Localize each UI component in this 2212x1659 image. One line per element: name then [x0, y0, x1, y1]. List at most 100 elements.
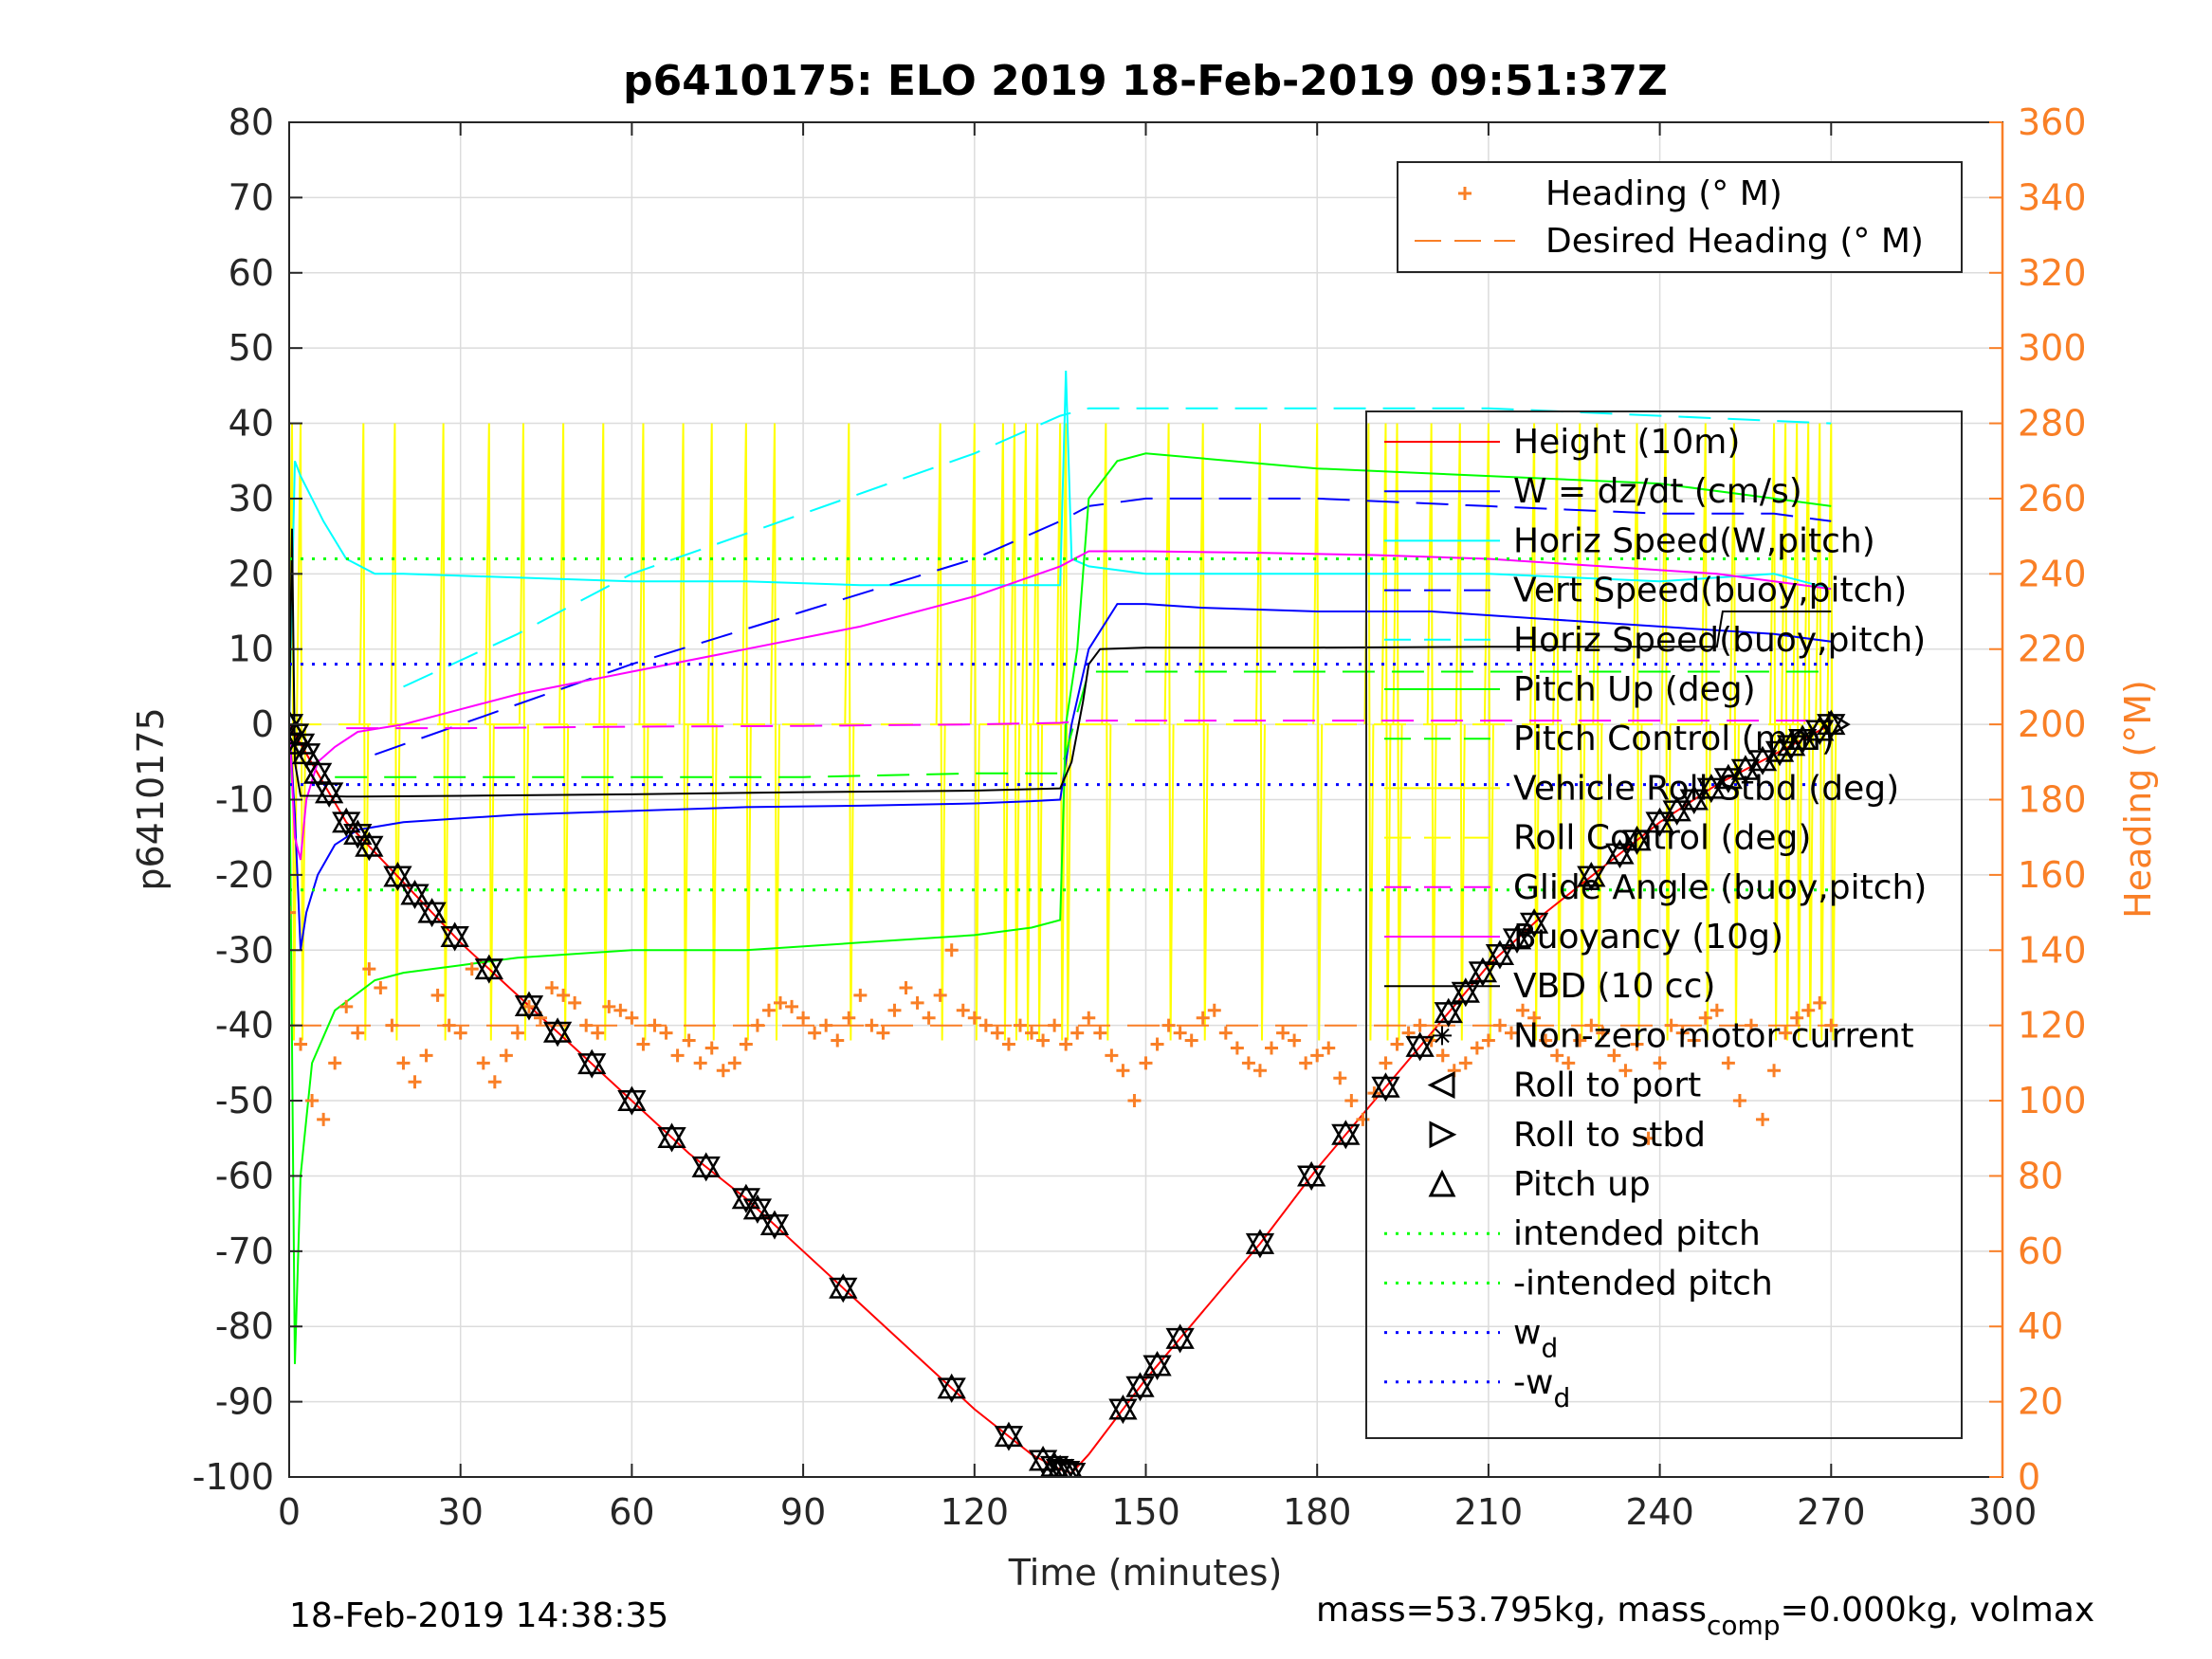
legend-heading: Heading (° M) Desired Heading (° M): [1397, 161, 1963, 273]
heading-point: [1756, 1112, 1770, 1126]
heading-point: [1767, 1064, 1782, 1078]
pitch-up-marker: [383, 861, 412, 887]
legend-marker: [1429, 1121, 1457, 1149]
y2-tick-label: 300: [2018, 327, 2087, 369]
heading-point: [1618, 1064, 1633, 1078]
heading-point: [351, 1026, 365, 1040]
y2-tick-label: 360: [2018, 101, 2087, 143]
x-tick-label: 0: [278, 1491, 301, 1533]
heading-point: [521, 999, 536, 1013]
heading-point: [1230, 1041, 1244, 1055]
heading-point: [317, 1112, 331, 1126]
heading-point: [1241, 1056, 1255, 1070]
heading-point: [1265, 1041, 1279, 1055]
legend-main-label: Buoyancy (10g): [1513, 918, 1783, 957]
heading-point: [1504, 1026, 1518, 1040]
legend-main-label: Pitch up: [1513, 1165, 1651, 1204]
heading-point: [613, 1003, 628, 1017]
legend-main-label: Vert Speed(buoy,pitch): [1513, 572, 1907, 611]
roll-spike: [1803, 423, 1815, 1041]
heading-point: [1607, 1048, 1621, 1063]
y2-tick-label: 180: [2018, 779, 2087, 821]
roll-spike: [1660, 423, 1672, 1041]
heading-point: [430, 988, 445, 1002]
motor-current-marker: [302, 762, 333, 789]
heading-point: [1744, 1018, 1758, 1032]
legend-main-label: Pitch Up (deg): [1513, 670, 1756, 709]
roll-spike: [1009, 423, 1020, 1041]
motor-current-marker: [417, 902, 447, 928]
motor-current-marker: [1605, 843, 1635, 869]
roll-spike: [1101, 423, 1112, 1041]
heading-point: [1082, 1011, 1096, 1025]
y-tick-label: 50: [229, 327, 274, 369]
legend-main-label: VBD (10 cc): [1513, 967, 1715, 1006]
motor-current-marker: [514, 995, 544, 1021]
y-tick-label: 30: [229, 478, 274, 520]
x-tick-label: 90: [780, 1491, 826, 1533]
motor-current-marker: [1143, 1355, 1172, 1381]
heading-point: [1196, 1011, 1210, 1025]
roll-spike: [558, 423, 570, 1041]
heading-point: [453, 1026, 467, 1040]
y2-tick-label: 40: [2018, 1305, 2063, 1347]
heading-point: [670, 1048, 685, 1063]
y-tick-label: 70: [229, 176, 274, 218]
chart-title: p6410175: ELO 2019 18-Feb-2019 09:51:37Z: [623, 57, 1668, 105]
heading-point: [1824, 1018, 1838, 1032]
heading-point: [465, 962, 479, 976]
heading-point: [1288, 1033, 1302, 1048]
roll-spike: [1826, 423, 1837, 1041]
legend-heading-box: [1397, 161, 1963, 273]
legend-main-label: W = dz/dt (cm/s): [1513, 472, 1802, 511]
heading-point: [1687, 1033, 1701, 1048]
heading-point: [899, 980, 913, 994]
motor-current-marker: [1245, 1232, 1275, 1259]
x-tick-label: 180: [1283, 1491, 1352, 1533]
heading-point: [625, 1011, 639, 1025]
motor-current-marker: [1297, 1165, 1326, 1191]
y-tick-label: 60: [229, 252, 274, 294]
heading-point: [956, 1003, 970, 1017]
heading-point: [385, 1018, 399, 1032]
pitch-up-marker: [1028, 1446, 1058, 1471]
heading-point: [1218, 1026, 1233, 1040]
motor-current-marker: [691, 1156, 721, 1182]
y-tick-label: -20: [215, 854, 274, 896]
heading-point: [1344, 1094, 1359, 1108]
heading-point: [419, 1048, 433, 1063]
roll-spike: [1728, 423, 1740, 1041]
motor-current-marker: [1434, 1002, 1463, 1028]
pitch-up-marker: [1502, 923, 1532, 950]
heading-point: [887, 1003, 902, 1017]
motor-current-marker: [1331, 1123, 1361, 1150]
heading-point: [1207, 1003, 1221, 1017]
y-tick-label: -80: [215, 1305, 274, 1347]
roll-spike: [769, 423, 780, 1041]
roll-spike: [1552, 423, 1563, 1041]
roll-spike: [1380, 423, 1392, 1041]
heading-point: [1492, 1018, 1507, 1032]
y-tick-label: -50: [215, 1080, 274, 1121]
roll-spike: [390, 423, 401, 1041]
heading-point: [1675, 1026, 1690, 1040]
heading-point: [808, 1026, 822, 1040]
series-vbd-10-cc: [289, 528, 1832, 798]
motor-current-marker: [937, 1377, 966, 1403]
pitch-up-marker: [691, 1152, 721, 1177]
motor-current-marker: [474, 958, 503, 984]
roll-spike: [1061, 423, 1072, 1041]
heading-point: [1527, 1011, 1542, 1025]
heading-point: [922, 1011, 936, 1025]
x-tick-label: 270: [1797, 1491, 1866, 1533]
roll-spike: [935, 423, 946, 1041]
heading-point: [739, 1037, 753, 1051]
x-tick-label: 210: [1454, 1491, 1524, 1533]
heading-point: [305, 1094, 320, 1108]
y2-tick-label: 140: [2018, 929, 2087, 971]
motor-current-marker: [1764, 740, 1795, 767]
pitch-up-marker: [542, 1017, 573, 1043]
y2-tick-label: 260: [2018, 478, 2087, 520]
heading-point: [1322, 1041, 1336, 1055]
motor-current-marker: [1485, 944, 1515, 970]
